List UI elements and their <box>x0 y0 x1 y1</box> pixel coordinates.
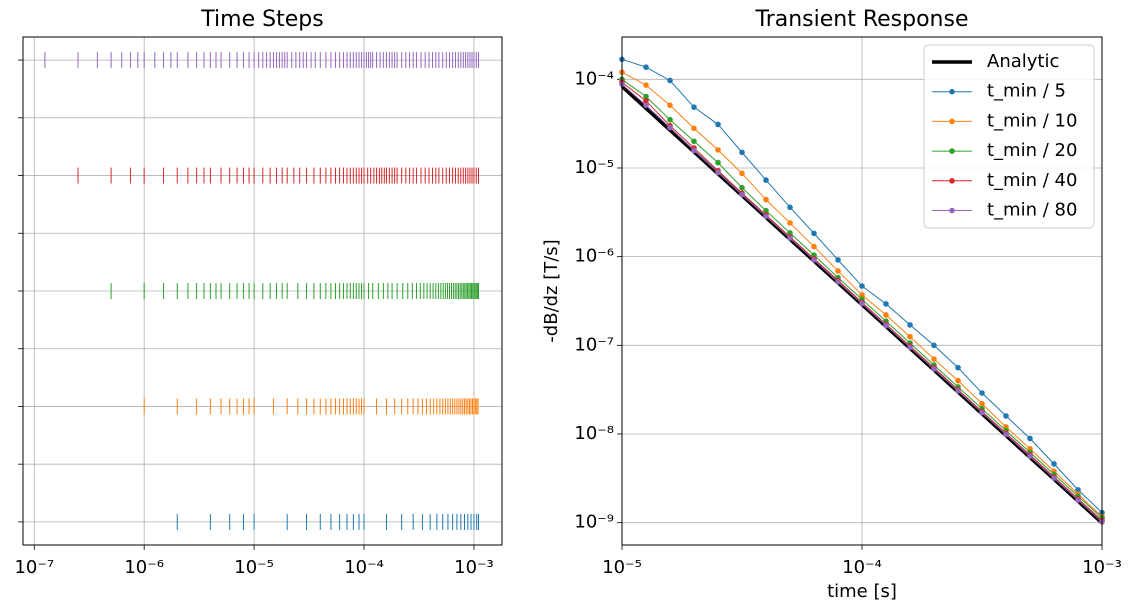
data-point <box>787 220 793 226</box>
data-point <box>811 243 817 250</box>
axes: Time Steps 10⁻⁷ 10⁻⁶ 10⁻⁵ 10⁻⁴ 10⁻³ <box>14 7 503 578</box>
x-tick-label: 10⁻⁶ <box>124 557 164 578</box>
legend-marker <box>949 207 955 214</box>
x-tick-label: 10⁻⁷ <box>14 557 54 578</box>
data-point <box>907 322 913 328</box>
data-point <box>859 283 865 289</box>
y-tick-label: 10⁻⁸ <box>574 423 614 444</box>
data-point <box>1027 453 1033 460</box>
data-point <box>907 344 913 351</box>
data-point <box>883 301 889 307</box>
data-point <box>1051 461 1057 467</box>
data-point <box>859 300 865 307</box>
legend-marker <box>949 148 955 154</box>
data-point <box>931 366 937 372</box>
chart-title: Time Steps <box>200 7 323 32</box>
data-point <box>835 279 841 285</box>
x-tick-label: 10⁻⁵ <box>234 557 274 578</box>
data-point <box>883 312 889 318</box>
data-point <box>955 364 961 371</box>
data-point <box>955 388 961 394</box>
data-point <box>787 235 793 241</box>
axes-frame <box>22 36 503 546</box>
data-point <box>835 268 841 274</box>
y-axis-label: -dB/dz [T/s] <box>541 239 562 342</box>
data-point <box>691 104 697 110</box>
legend-box <box>923 44 1095 229</box>
data-point <box>691 125 697 132</box>
data-point <box>907 333 913 340</box>
data-point <box>763 196 769 203</box>
data-point <box>739 170 745 177</box>
data-point <box>763 177 769 183</box>
data-point <box>643 102 649 109</box>
data-point <box>1075 497 1081 503</box>
x-tick-label: 10⁻³ <box>454 557 494 578</box>
data-point <box>763 207 769 214</box>
data-point <box>715 159 721 166</box>
data-point <box>739 149 745 156</box>
data-point <box>667 116 673 123</box>
legend-marker <box>949 118 955 125</box>
data-point <box>1027 435 1033 442</box>
data-point <box>643 93 649 100</box>
data-point <box>811 257 817 263</box>
y-tick-label: 10⁻⁹ <box>574 512 614 533</box>
x-tick-label: 10⁻⁴ <box>344 557 384 578</box>
data-point <box>787 230 793 236</box>
legend-label: t_min / 20 <box>987 140 1077 161</box>
x-tick-label: 10⁻⁴ <box>842 557 882 578</box>
data-point <box>667 77 673 84</box>
legend-label: t_min / 40 <box>987 170 1077 191</box>
data-point <box>715 169 721 176</box>
legend-marker <box>949 178 955 184</box>
data-point <box>1075 486 1081 493</box>
data-point <box>739 184 745 191</box>
data-point <box>643 64 649 70</box>
legend-label: Analytic <box>987 51 1059 72</box>
legend: Analytic t_min / 5 t_min / 10 t_min / 20 t_m… <box>923 44 1095 229</box>
data-point <box>643 98 649 104</box>
data-point <box>979 409 985 416</box>
axes-frame <box>621 36 1103 546</box>
data-point <box>811 230 817 237</box>
x-axis-label: time [s] <box>827 581 897 602</box>
data-point <box>1003 431 1009 438</box>
y-tick-label: 10⁻⁵ <box>574 157 614 178</box>
legend-label: t_min / 10 <box>987 110 1077 131</box>
legend-label: t_min / 80 <box>987 200 1077 221</box>
y-tick-label: 10⁻⁴ <box>574 68 614 89</box>
legend-marker <box>949 88 955 95</box>
data-point <box>715 121 721 128</box>
data-point <box>715 147 721 153</box>
data-point <box>691 147 697 154</box>
data-point <box>979 390 985 396</box>
x-tick-label: 10⁻⁵ <box>602 557 642 578</box>
data-point <box>763 213 769 220</box>
data-point <box>979 400 985 407</box>
data-point <box>931 356 937 362</box>
data-point <box>643 82 649 88</box>
data-point <box>835 257 841 263</box>
x-tick-label: 10⁻³ <box>1082 557 1122 578</box>
data-point <box>787 204 793 211</box>
data-point <box>691 138 697 145</box>
data-point <box>1051 475 1057 481</box>
legend-label: t_min / 5 <box>987 81 1066 102</box>
data-point <box>667 124 673 131</box>
data-point <box>739 191 745 198</box>
data-point <box>931 342 937 349</box>
y-tick-label: 10⁻⁷ <box>574 334 614 355</box>
data-point <box>667 102 673 109</box>
chart-title: Transient Response <box>754 7 968 32</box>
data-point <box>955 377 961 384</box>
axes: Transient Response 10⁻⁵ 10⁻⁴ 10⁻³ 10⁻⁹ 10⁻⁸ 10… <box>541 7 1122 602</box>
data-point <box>1003 413 1009 419</box>
y-tick-label: 10⁻⁶ <box>574 246 614 267</box>
data-point <box>883 322 889 329</box>
data-point <box>859 292 865 298</box>
